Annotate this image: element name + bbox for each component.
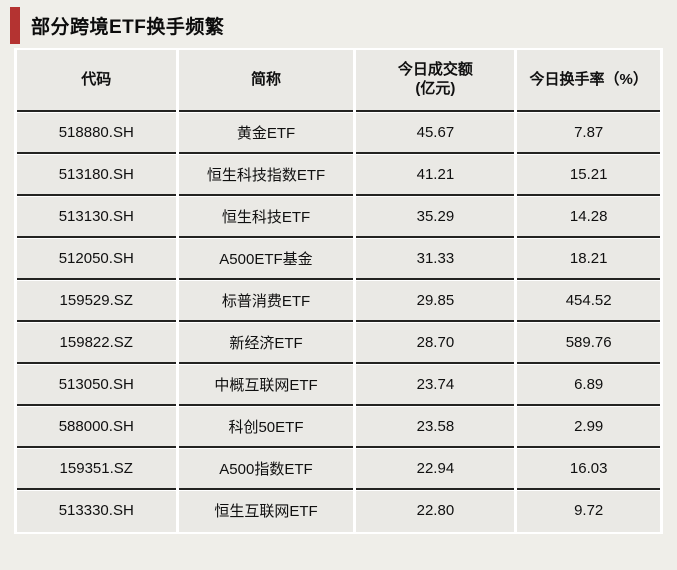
cell-name: 新经济ETF: [178, 323, 354, 364]
table-row: 518880.SH 黄金ETF 45.67 7.87: [17, 113, 660, 154]
cell-name: 标普消费ETF: [178, 281, 354, 322]
etf-table: 代码 简称 今日成交额 (亿元) 今日换手率（%） 518880: [14, 49, 663, 533]
cell-code: 159351.SZ: [17, 449, 176, 490]
cell-name: 恒生科技ETF: [178, 197, 354, 238]
cell-rate: 14.28: [517, 197, 660, 238]
cell-code: 513330.SH: [17, 491, 176, 532]
cell-rate: 589.76: [517, 323, 660, 364]
cell-code: 513050.SH: [17, 365, 176, 406]
column-header-turnover-label: 今日成交额: [397, 61, 473, 79]
cell-rate: 7.87: [517, 113, 660, 154]
table-row: 513050.SH 中概互联网ETF 23.74 6.89: [17, 365, 660, 406]
column-header-code-label: 代码: [81, 70, 112, 88]
cell-name: 恒生科技指数ETF: [178, 155, 354, 196]
column-header-rate-label: 今日换手率（%）: [529, 70, 648, 88]
cell-turnover: 29.85: [356, 281, 515, 322]
cell-name: 科创50ETF: [178, 407, 354, 448]
cell-rate: 6.89: [517, 365, 660, 406]
table-row: 588000.SH 科创50ETF 23.58 2.99: [17, 407, 660, 448]
cell-turnover: 45.67: [356, 113, 515, 154]
table-row: 513180.SH 恒生科技指数ETF 41.21 15.21: [17, 155, 660, 196]
column-header-turnover: 今日成交额 (亿元): [356, 50, 515, 112]
cell-turnover: 23.58: [356, 407, 515, 448]
cell-rate: 2.99: [517, 407, 660, 448]
cell-rate: 454.52: [517, 281, 660, 322]
cell-rate: 16.03: [517, 449, 660, 490]
header-row: 代码 简称 今日成交额 (亿元) 今日换手率（%）: [17, 50, 660, 112]
column-header-rate: 今日换手率（%）: [517, 50, 660, 112]
table-row: 513130.SH 恒生科技ETF 35.29 14.28: [17, 197, 660, 238]
column-header-name-label: 简称: [250, 70, 281, 88]
cell-code: 588000.SH: [17, 407, 176, 448]
cell-code: 159529.SZ: [17, 281, 176, 322]
cell-rate: 18.21: [517, 239, 660, 280]
table-row: 159351.SZ A500指数ETF 22.94 16.03: [17, 449, 660, 490]
cell-code: 518880.SH: [17, 113, 176, 154]
cell-code: 512050.SH: [17, 239, 176, 280]
cell-name: 恒生互联网ETF: [178, 491, 354, 532]
table-row: 159529.SZ 标普消费ETF 29.85 454.52: [17, 281, 660, 322]
cell-code: 513130.SH: [17, 197, 176, 238]
column-header-turnover-unit: (亿元): [415, 80, 456, 97]
cell-turnover: 23.74: [356, 365, 515, 406]
cell-code: 513180.SH: [17, 155, 176, 196]
page-title: 部分跨境ETF换手频繁: [31, 16, 225, 38]
cell-turnover: 41.21: [356, 155, 515, 196]
table-row: 159822.SZ 新经济ETF 28.70 589.76: [17, 323, 660, 364]
column-header-name: 简称: [178, 50, 354, 112]
table-row: 512050.SH A500ETF基金 31.33 18.21: [17, 239, 660, 280]
cell-code: 159822.SZ: [17, 323, 176, 364]
cell-name: A500ETF基金: [178, 239, 354, 280]
cell-name: 中概互联网ETF: [178, 365, 354, 406]
figure-title-row: 部分跨境ETF换手频繁: [10, 6, 677, 44]
cell-turnover: 28.70: [356, 323, 515, 364]
cell-turnover: 22.80: [356, 491, 515, 532]
cell-turnover: 31.33: [356, 239, 515, 280]
etf-table-container: 代码 简称 今日成交额 (亿元) 今日换手率（%） 518880: [14, 48, 663, 534]
table-row: 513330.SH 恒生互联网ETF 22.80 9.72: [17, 491, 660, 532]
cell-turnover: 22.94: [356, 449, 515, 490]
cell-rate: 9.72: [517, 491, 660, 532]
cell-name: 黄金ETF: [178, 113, 354, 154]
cell-rate: 15.21: [517, 155, 660, 196]
column-header-code: 代码: [17, 50, 176, 112]
cell-turnover: 35.29: [356, 197, 515, 238]
cell-name: A500指数ETF: [178, 449, 354, 490]
title-accent-bar: [10, 6, 20, 44]
